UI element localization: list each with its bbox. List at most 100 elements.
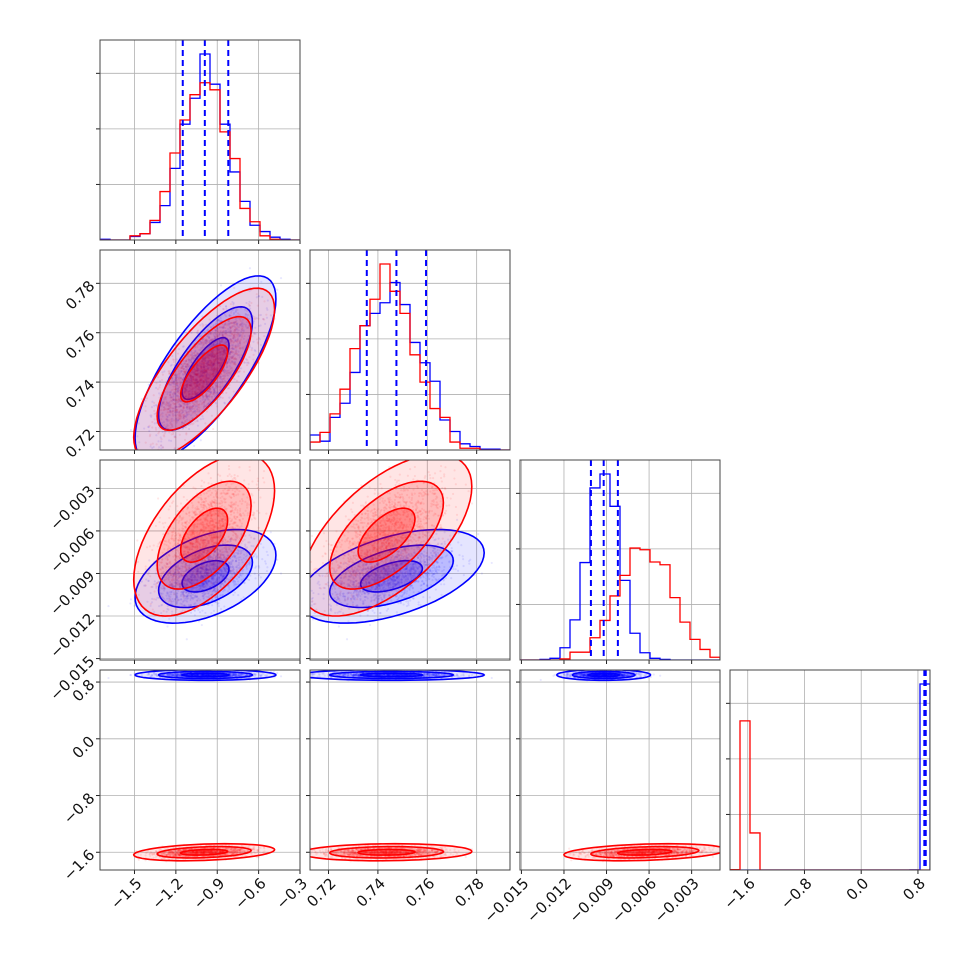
scatter-point bbox=[227, 324, 230, 327]
scatter-point bbox=[177, 387, 180, 390]
scatter-point bbox=[198, 382, 202, 386]
scatter-point bbox=[229, 351, 232, 354]
scatter-point bbox=[201, 369, 204, 372]
scatter-point bbox=[202, 366, 205, 369]
scatter-point bbox=[214, 381, 218, 385]
scatter-point bbox=[196, 363, 199, 366]
scatter-point bbox=[196, 351, 199, 354]
scatter-point bbox=[185, 414, 189, 417]
scatter-point bbox=[220, 361, 224, 364]
scatter-point bbox=[200, 370, 203, 373]
scatter-point bbox=[192, 410, 195, 413]
scatter-point bbox=[193, 402, 196, 406]
scatter-point bbox=[178, 372, 181, 375]
scatter-point bbox=[199, 374, 202, 377]
scatter-point bbox=[167, 455, 169, 457]
scatter-point bbox=[187, 390, 190, 393]
scatter-point bbox=[207, 377, 210, 380]
scatter-point bbox=[188, 390, 191, 393]
scatter-point bbox=[202, 381, 205, 384]
scatter-point bbox=[237, 371, 241, 374]
scatter-point bbox=[233, 321, 236, 324]
scatter-point bbox=[241, 324, 244, 328]
scatter-point bbox=[227, 334, 231, 337]
scatter-point bbox=[229, 334, 232, 337]
scatter-point bbox=[194, 392, 197, 395]
scatter-point bbox=[222, 326, 225, 330]
scatter-point bbox=[219, 317, 222, 320]
scatter-point bbox=[194, 405, 197, 408]
histogram-1 bbox=[310, 263, 510, 450]
scatter-point bbox=[207, 328, 210, 331]
scatter-point bbox=[185, 389, 189, 392]
scatter-point bbox=[222, 349, 226, 352]
scatter-point bbox=[242, 330, 245, 333]
scatter-point bbox=[220, 359, 223, 363]
scatter-point bbox=[185, 370, 188, 373]
scatter-point bbox=[216, 355, 219, 358]
scatter-point bbox=[171, 424, 174, 427]
scatter-point bbox=[227, 386, 231, 390]
scatter-point bbox=[219, 363, 222, 366]
scatter-point bbox=[243, 323, 246, 326]
scatter-point bbox=[228, 330, 231, 333]
scatter-point bbox=[233, 322, 236, 326]
scatter-point bbox=[207, 366, 210, 369]
scatter-point bbox=[171, 380, 174, 383]
scatter-point bbox=[205, 395, 208, 398]
scatter-point bbox=[196, 372, 199, 375]
scatter-point bbox=[196, 419, 199, 422]
scatter-point bbox=[162, 421, 165, 424]
scatter-point bbox=[265, 316, 269, 319]
scatter-point bbox=[194, 393, 198, 396]
scatter-point bbox=[186, 380, 189, 383]
scatter-point bbox=[190, 379, 193, 382]
scatter-point bbox=[193, 444, 196, 448]
scatter-point bbox=[224, 370, 227, 373]
scatter-point bbox=[207, 376, 210, 380]
scatter-point bbox=[244, 308, 247, 311]
scatter-point bbox=[189, 393, 192, 397]
scatter-point bbox=[195, 382, 198, 385]
scatter-point bbox=[179, 405, 182, 408]
scatter-point bbox=[216, 381, 219, 384]
scatter-point bbox=[140, 452, 142, 454]
scatter-point bbox=[201, 371, 204, 374]
scatter-point bbox=[171, 358, 175, 361]
scatter-point bbox=[195, 365, 198, 369]
scatter-point bbox=[184, 369, 187, 372]
histogram-1 bbox=[310, 281, 510, 450]
scatter-point bbox=[178, 405, 181, 408]
scatter-point bbox=[184, 365, 188, 368]
scatter-point bbox=[188, 427, 191, 431]
scatter-point bbox=[235, 349, 238, 352]
scatter-point bbox=[219, 350, 223, 354]
scatter-point bbox=[252, 320, 256, 323]
scatter-point bbox=[193, 390, 197, 393]
scatter-point bbox=[186, 385, 189, 389]
scatter-point bbox=[204, 359, 207, 362]
scatter-point bbox=[211, 369, 214, 373]
scatter-point bbox=[228, 322, 231, 325]
scatter-point bbox=[231, 325, 235, 328]
scatter-point bbox=[193, 400, 196, 403]
scatter-point bbox=[205, 382, 208, 386]
scatter-point bbox=[234, 345, 237, 348]
scatter-point bbox=[213, 389, 216, 393]
scatter-point bbox=[204, 398, 207, 402]
scatter-point bbox=[205, 354, 209, 357]
scatter-point bbox=[214, 387, 217, 390]
scatter-point bbox=[194, 383, 197, 386]
scatter-point bbox=[235, 319, 238, 322]
scatter-point bbox=[190, 357, 194, 360]
scatter-point bbox=[204, 360, 207, 363]
scatter-point bbox=[204, 392, 208, 395]
scatter-point bbox=[182, 410, 185, 414]
scatter-point bbox=[202, 405, 206, 408]
scatter-point bbox=[231, 369, 234, 372]
scatter-point bbox=[194, 372, 197, 375]
scatter-point bbox=[197, 385, 200, 388]
scatter-point bbox=[244, 313, 248, 316]
scatter-point bbox=[200, 363, 203, 366]
scatter-point bbox=[226, 361, 229, 364]
